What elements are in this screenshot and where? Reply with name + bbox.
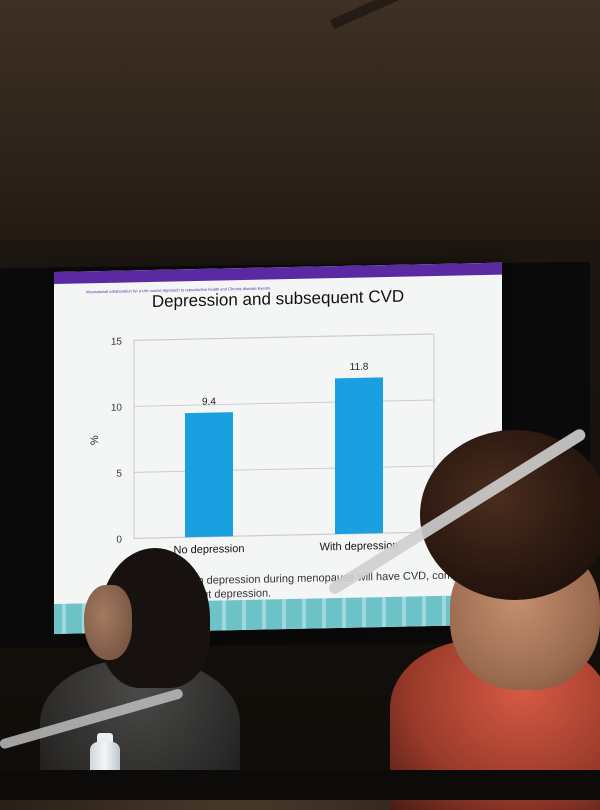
plot-area-border (133, 333, 435, 539)
projected-slide: International collaboration for a Life c… (54, 262, 502, 634)
gridline (134, 531, 434, 539)
bar-data-label: 9.4 (202, 397, 216, 408)
bar-1 (335, 377, 383, 535)
bar-chart: 0 5 10 15 9.4 11.8 No depression With depress… (89, 333, 435, 556)
y-tick-label: 15 (111, 337, 123, 348)
ceiling (0, 0, 600, 240)
y-tick-label: 0 (116, 535, 122, 546)
gridline (134, 399, 434, 407)
table-edge (0, 770, 600, 800)
y-axis-label: % (89, 435, 101, 445)
bar-0 (185, 412, 233, 538)
gridline (134, 333, 434, 341)
category-label: No depression (174, 543, 245, 556)
gridline (134, 465, 434, 473)
y-tick-label: 10 (111, 403, 123, 414)
bar-data-label: 11.8 (350, 362, 369, 373)
person-left-face (84, 585, 132, 660)
y-tick-label: 5 (116, 469, 122, 480)
category-label: With depression (320, 540, 399, 554)
